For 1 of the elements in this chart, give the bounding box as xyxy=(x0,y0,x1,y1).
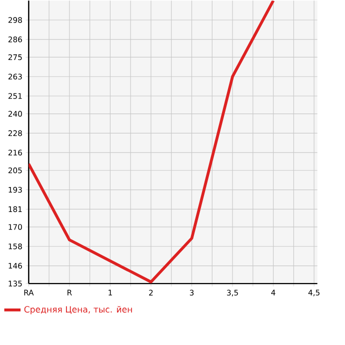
legend-label: Средняя Цена, тыс. йен xyxy=(24,306,132,314)
